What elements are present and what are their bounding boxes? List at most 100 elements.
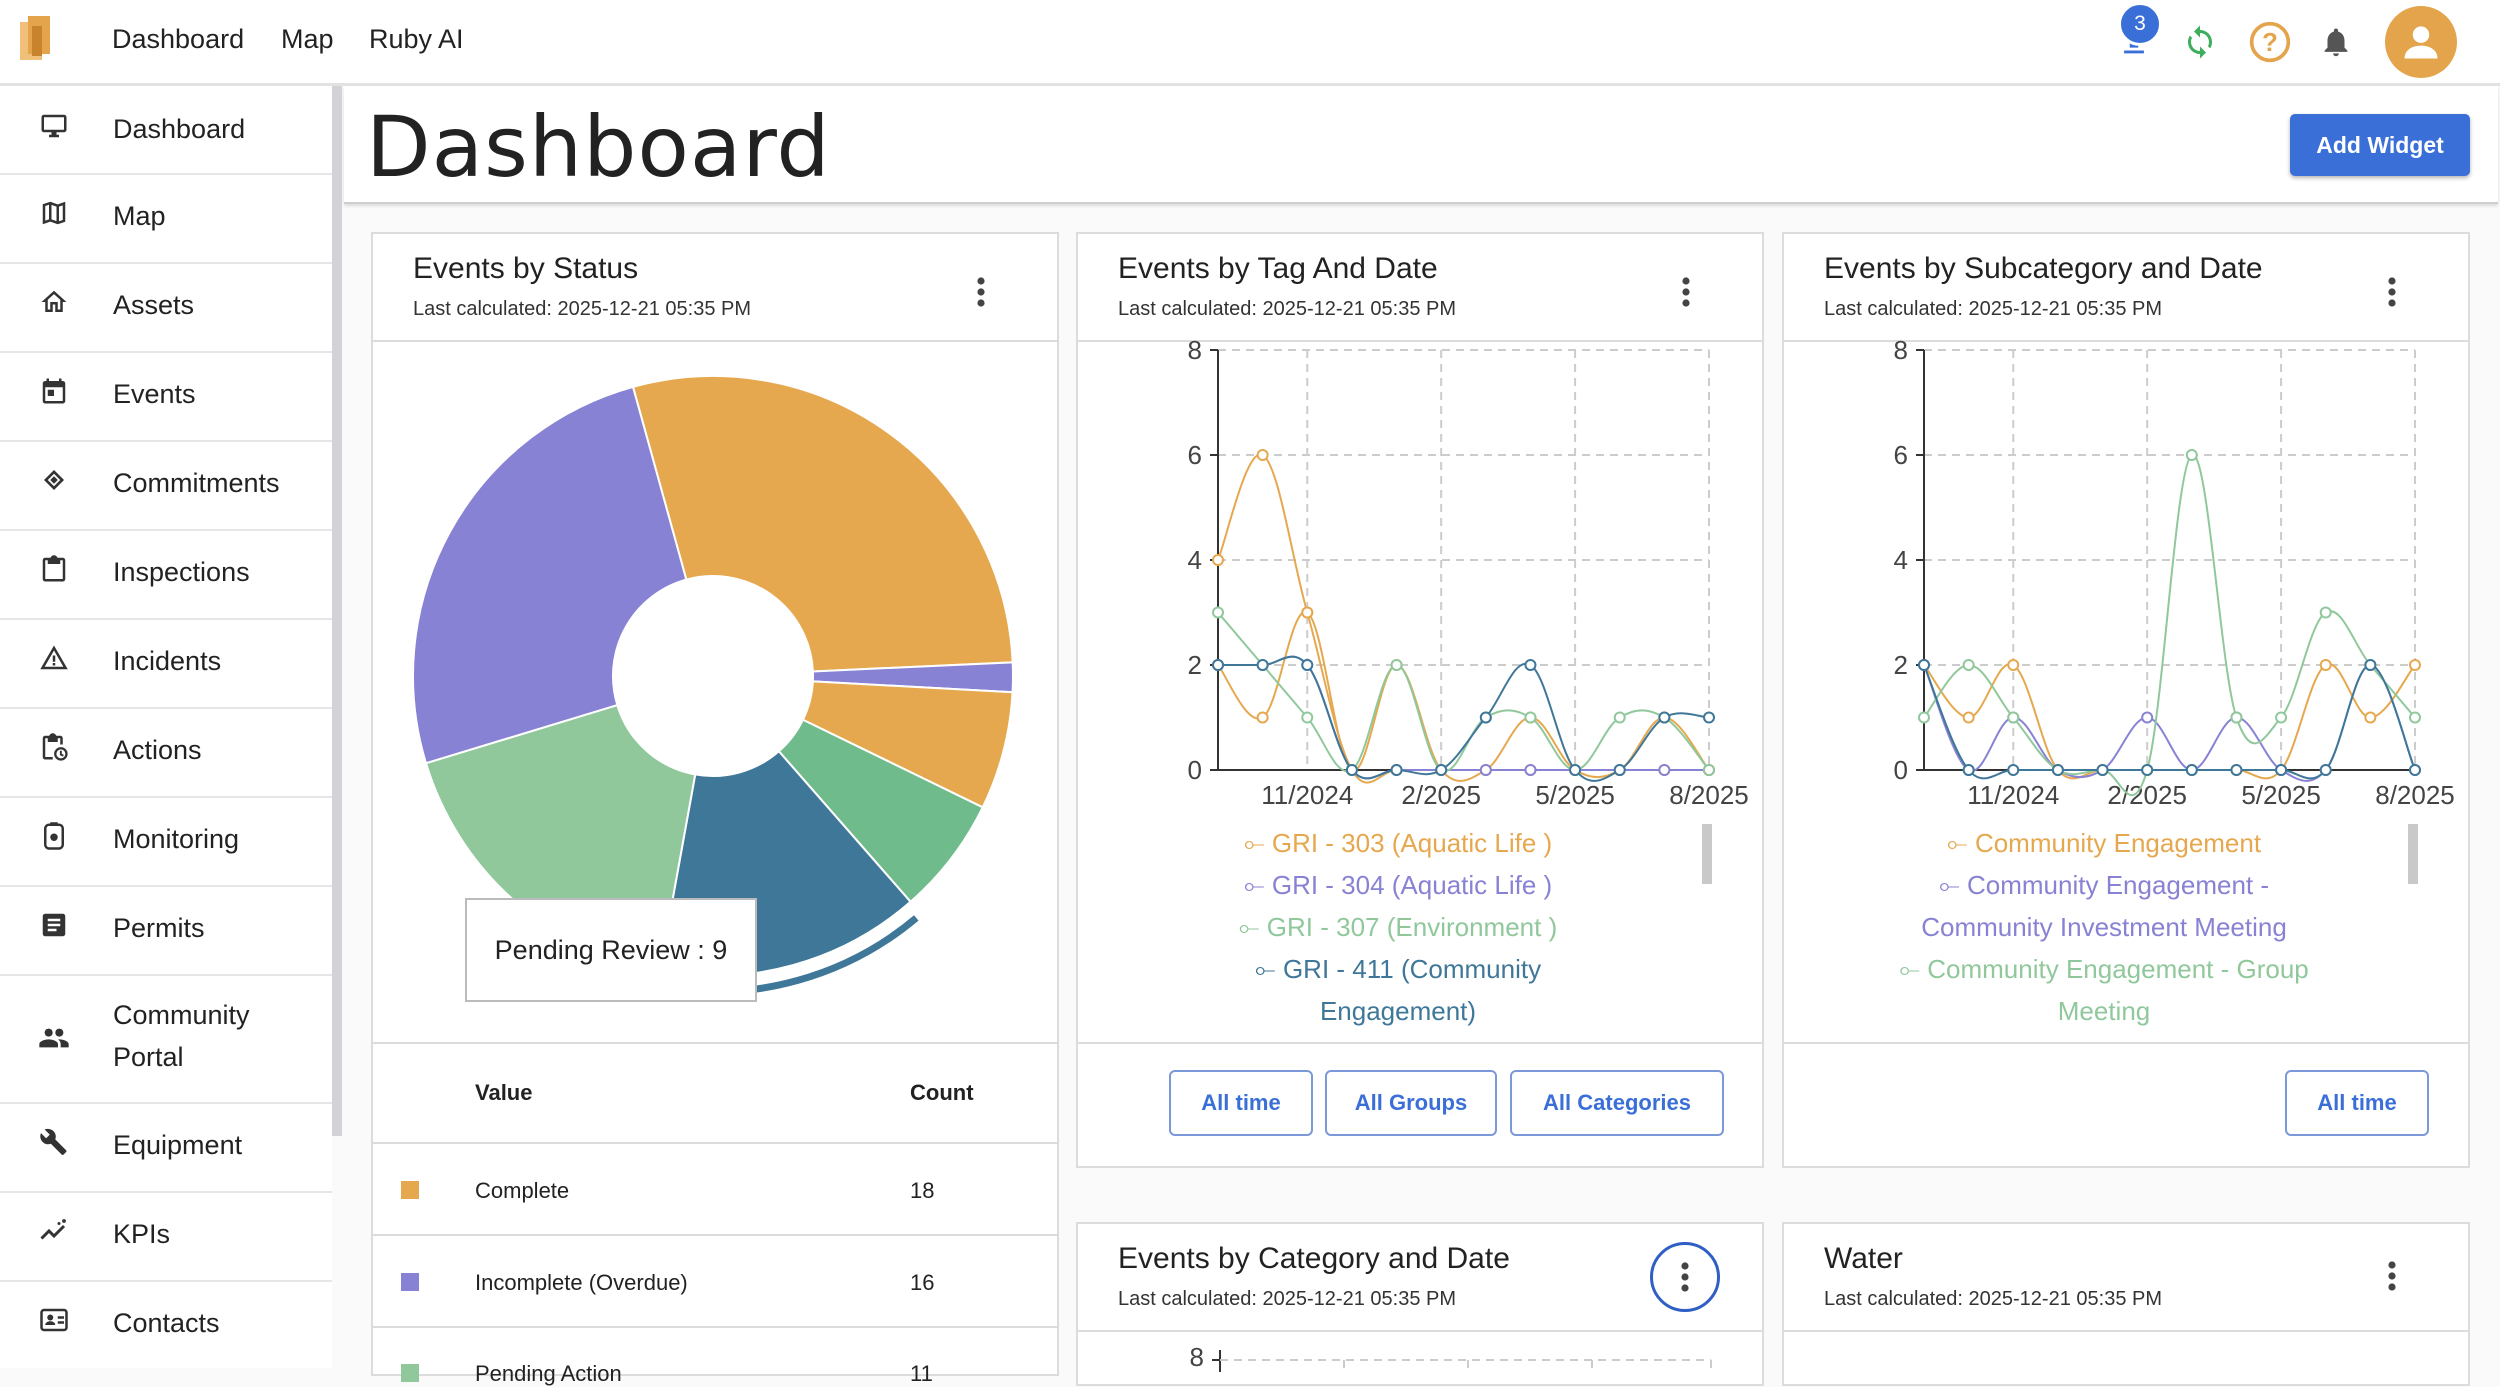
more-vert-icon[interactable] xyxy=(2364,264,2420,320)
clipboard-icon xyxy=(36,551,72,587)
legend-swatch xyxy=(401,1273,419,1291)
trend-icon xyxy=(36,1213,72,1249)
widget-events-by-tag-and-date: Events by Tag And Date Last calculated: … xyxy=(1076,232,1764,1168)
widget-title: Events by Category and Date xyxy=(1118,1242,1510,1275)
data-point xyxy=(1479,764,1492,776)
table-header-count: Count xyxy=(910,1080,974,1105)
top-nav-map[interactable]: Map xyxy=(281,24,334,54)
legend-scrollbar[interactable] xyxy=(2408,824,2418,884)
tag-date-line-chart[interactable]: 0 2 4 6 8 11/2024 2/2025 5/2025 8/2025 xyxy=(1076,340,1760,810)
add-widget-button[interactable]: Add Widget xyxy=(2290,114,2470,176)
x-tick-label: 2/2025 xyxy=(1401,780,1481,810)
sidebar-item-monitoring[interactable]: Monitoring xyxy=(0,798,332,887)
x-tick-label: 11/2024 xyxy=(1967,780,2059,810)
data-point xyxy=(2275,764,2288,776)
data-point xyxy=(1390,764,1403,776)
data-point xyxy=(2007,764,2020,776)
widget-events-by-category-and-date: Events by Category and Date Last calcula… xyxy=(1076,1222,1764,1386)
all-categories-button[interactable]: All Categories xyxy=(1510,1070,1724,1136)
sidebar-item-dashboard[interactable]: Dashboard xyxy=(0,86,332,175)
top-nav-dashboard[interactable]: Dashboard xyxy=(112,24,245,54)
widget-last-calculated: Last calculated: 2025-12-21 05:35 PM xyxy=(413,298,751,320)
sidebar-item-assets[interactable]: Assets xyxy=(0,264,332,353)
legend-swatch xyxy=(401,1181,419,1199)
sidebar-item-inspections[interactable]: Inspections xyxy=(0,531,332,620)
data-point xyxy=(2185,764,2198,776)
widget-last-calculated: Last calculated: 2025-12-21 05:35 PM xyxy=(1118,298,1456,320)
more-vert-icon[interactable] xyxy=(2364,1248,2420,1304)
legend-item[interactable]: ⟜ GRI - 307 (Environment ) xyxy=(1238,912,1558,942)
all-time-button[interactable]: All time xyxy=(2285,1070,2429,1136)
data-point xyxy=(1613,711,1626,724)
pie-slice xyxy=(777,718,985,904)
data-point xyxy=(1703,764,1715,776)
series-line xyxy=(1923,663,2416,780)
legend-item[interactable]: ⟜ GRI - 304 (Aquatic Life ) xyxy=(1243,870,1553,900)
data-point xyxy=(1212,606,1224,619)
sidebar-item-label: Events xyxy=(113,379,196,409)
bell-icon[interactable] xyxy=(2312,18,2360,66)
legend-label: Meeting xyxy=(2057,996,2151,1026)
sidebar-item-map[interactable]: Map xyxy=(0,175,332,264)
data-point xyxy=(1256,711,1269,724)
legend-item[interactable]: ⟜ Community Engagement - Group Meeting xyxy=(1899,954,2309,1026)
contacts-icon xyxy=(36,1302,72,1338)
data-point xyxy=(1256,449,1269,461)
data-point xyxy=(1524,659,1537,671)
legend-item[interactable]: ⟜ GRI - 303 (Aquatic Life ) xyxy=(1243,828,1553,858)
top-nav-ruby-ai[interactable]: Ruby AI xyxy=(369,24,464,54)
sidebar-item-actions[interactable]: Actions xyxy=(0,709,332,798)
help-icon[interactable]: ? xyxy=(2246,18,2294,66)
pie-slice xyxy=(631,375,1014,673)
legend-item[interactable]: ⟜ Community Engagement - Community Invest… xyxy=(1921,870,2287,942)
sidebar-item-label: Permits xyxy=(113,913,205,943)
data-point xyxy=(1435,764,1448,776)
sidebar-item-equipment[interactable]: Equipment xyxy=(0,1104,332,1193)
y-tick-label: 4 xyxy=(1188,545,1202,575)
more-vert-icon[interactable] xyxy=(953,264,1009,320)
data-point xyxy=(1301,659,1314,671)
legend-item[interactable]: ⟜ GRI - 411 (Community Engagement) xyxy=(1254,954,1542,1026)
category-date-line-chart[interactable]: 8 xyxy=(1078,1332,1762,1372)
sidebar-item-commitments[interactable]: Commitments xyxy=(0,442,332,531)
warning-icon xyxy=(36,640,72,676)
data-point xyxy=(2319,764,2332,776)
y-tick-label: 2 xyxy=(1894,650,1908,680)
legend-scrollbar[interactable] xyxy=(1702,824,1712,884)
legend-label: GRI - 307 (Environment ) xyxy=(1266,912,1558,942)
sidebar-item-permits[interactable]: Permits xyxy=(0,887,332,976)
data-point xyxy=(1962,764,1975,776)
widget-last-calculated: Last calculated: 2025-12-21 05:35 PM xyxy=(1118,1288,1456,1310)
sidebar-item-incidents[interactable]: Incidents xyxy=(0,620,332,709)
y-tick-label: 0 xyxy=(1188,755,1202,785)
all-groups-button[interactable]: All Groups xyxy=(1325,1070,1497,1136)
data-point xyxy=(1345,764,1358,776)
x-tick-label: 11/2024 xyxy=(1261,780,1353,810)
sidebar-scrollbar[interactable] xyxy=(332,86,342,1136)
more-vert-icon[interactable] xyxy=(1658,264,1714,320)
pie-slice xyxy=(801,680,1014,809)
table-cell-value: Complete xyxy=(475,1178,570,1203)
data-point xyxy=(2051,764,2064,776)
sidebar-item-community-portal[interactable]: Community Portal xyxy=(0,976,332,1104)
map-icon xyxy=(36,195,72,231)
data-point xyxy=(1212,554,1224,566)
user-avatar[interactable] xyxy=(2385,6,2457,78)
data-point xyxy=(1613,764,1626,776)
sidebar-item-contacts[interactable]: Contacts xyxy=(0,1282,332,1369)
all-time-button[interactable]: All time xyxy=(1169,1070,1313,1136)
series-line xyxy=(1923,663,2416,782)
more-vert-icon[interactable] xyxy=(1650,1242,1720,1312)
data-point xyxy=(1479,711,1492,724)
data-point xyxy=(1524,764,1537,776)
sync-icon[interactable] xyxy=(2176,18,2224,66)
data-point xyxy=(1918,711,1930,724)
legend-item[interactable]: ⟜ Community Engagement xyxy=(1946,828,2262,858)
app-logo[interactable] xyxy=(18,14,58,64)
data-point xyxy=(1962,659,1975,671)
sidebar-item-label: Contacts xyxy=(113,1308,220,1338)
sidebar-item-kpis[interactable]: KPIs xyxy=(0,1193,332,1282)
table-cell-count: 11 xyxy=(910,1361,933,1386)
sidebar-item-events[interactable]: Events xyxy=(0,353,332,442)
